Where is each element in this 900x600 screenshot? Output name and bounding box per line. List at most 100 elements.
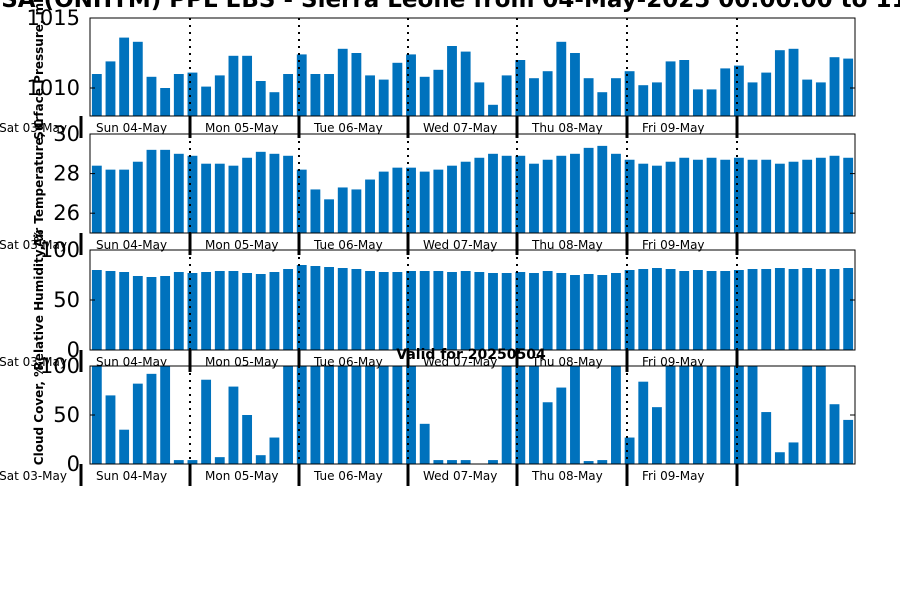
bar [378, 171, 389, 233]
bar [583, 78, 594, 116]
y-axis-label: Surface Pressure, mb [32, 0, 46, 140]
bar [706, 89, 717, 116]
panel-1: 1010 1015 Sat 03-May Sun 04-May Mon 05-May Tu… [0, 0, 856, 140]
bar [310, 74, 321, 116]
y-axis-label: Cloud Cover, % [32, 365, 46, 465]
bar [583, 461, 594, 464]
bar [488, 273, 498, 350]
bar [201, 86, 212, 116]
bar [829, 404, 840, 464]
bar [255, 151, 266, 233]
bar [91, 74, 102, 116]
bar [733, 157, 744, 233]
y-tick-label: 100 [40, 354, 80, 378]
bar [173, 460, 184, 464]
bar [447, 165, 457, 233]
bar [351, 269, 362, 350]
y-axis-label: Air Temperature, C [32, 120, 46, 248]
bar [214, 75, 225, 116]
bar [774, 268, 785, 350]
bar [542, 271, 553, 350]
x-day-label: Sun 04-May [96, 469, 167, 483]
bar [105, 169, 116, 233]
bar [556, 273, 567, 350]
bar [652, 407, 662, 464]
x-day-label: Tue 06-May [313, 238, 383, 252]
bar [378, 272, 389, 350]
bar [337, 366, 348, 464]
bar [337, 187, 348, 233]
bar [597, 460, 608, 464]
bar [365, 75, 375, 116]
bar [597, 275, 608, 350]
bar [515, 155, 526, 233]
bar [556, 387, 567, 464]
bar [583, 274, 594, 350]
bar [447, 46, 457, 116]
bar [747, 159, 758, 233]
bar [228, 165, 239, 233]
bar [119, 429, 130, 464]
bar [733, 65, 744, 116]
bar [706, 157, 717, 233]
bar [351, 53, 362, 116]
bar [173, 153, 184, 233]
bar [802, 79, 813, 116]
bar [501, 273, 512, 350]
figure-title: o CSA (ONHTM) PPL EBS - Sierra Leone fro… [0, 0, 900, 13]
bar [406, 54, 416, 116]
bar [392, 366, 403, 464]
bar [146, 76, 157, 116]
y-axis-label: Relative Humidity, % [32, 230, 46, 371]
bar [720, 271, 731, 350]
bar [160, 366, 171, 464]
bar [611, 273, 621, 350]
x-day-label: Mon 05-May [205, 238, 279, 252]
bar [283, 366, 293, 464]
bar [529, 163, 539, 233]
bar [173, 272, 184, 350]
bar [624, 159, 635, 233]
bar [761, 159, 772, 233]
bar [761, 269, 772, 350]
x-day-label: Thu 08-May [531, 121, 603, 135]
bar [624, 270, 635, 350]
bar [173, 74, 184, 116]
bar [460, 51, 471, 116]
bar [242, 55, 253, 116]
bar [351, 189, 362, 233]
plot-frame [89, 133, 856, 234]
bar [105, 61, 116, 116]
x-start-label: Sat 03-May [0, 238, 67, 252]
bar [529, 273, 539, 350]
x-day-label: Fri 09-May [642, 121, 705, 135]
bar [460, 460, 471, 464]
bar [132, 276, 143, 350]
bar [679, 366, 690, 464]
valid-date-subtitle: Valid for 20250504 [396, 347, 546, 363]
plot-frame [89, 17, 856, 117]
bar [214, 271, 225, 350]
bar [747, 366, 758, 464]
bar [337, 268, 348, 350]
bar [815, 157, 826, 233]
bar [802, 268, 813, 350]
bar [378, 79, 389, 116]
bar [365, 179, 375, 233]
y-tick-label: 0 [67, 338, 80, 362]
bar [269, 92, 280, 116]
bar [679, 60, 690, 116]
bar [187, 155, 198, 233]
bar [652, 268, 662, 350]
bar [829, 155, 840, 233]
bar [214, 457, 225, 464]
bar [132, 161, 143, 233]
bar [433, 460, 444, 464]
bar [706, 366, 717, 464]
x-day-label: Thu 08-May [531, 238, 603, 252]
y-tick-label: 50 [53, 403, 80, 427]
bar [665, 366, 676, 464]
bar [296, 169, 307, 233]
